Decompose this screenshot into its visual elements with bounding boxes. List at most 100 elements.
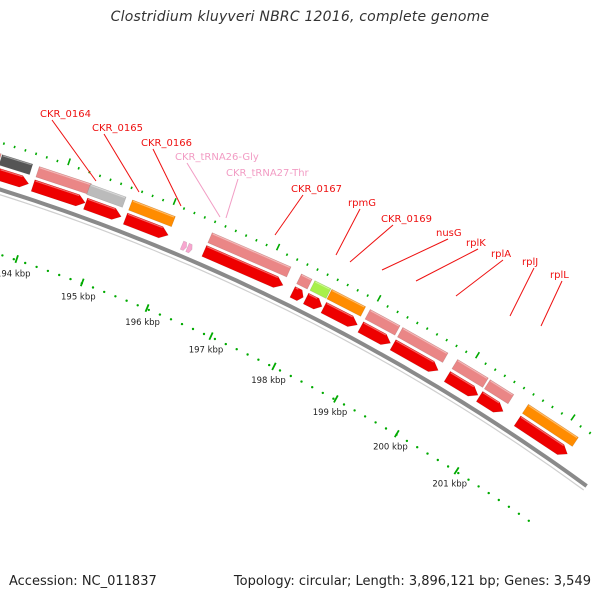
scale-dot (58, 273, 61, 277)
scale-label: 199 kbp (313, 408, 348, 418)
tick-mark (172, 198, 177, 206)
tick-mark (77, 166, 80, 170)
scale-dot (69, 277, 72, 281)
scale-dot (213, 337, 217, 341)
scale-major-tick (144, 304, 150, 313)
scale-dot (235, 348, 238, 351)
scale-dot (114, 295, 117, 298)
tick-mark (366, 294, 369, 298)
gene-block (396, 326, 449, 363)
scale-label: 195 kbp (61, 293, 96, 303)
tick-mark (244, 234, 248, 238)
scale-dot (353, 409, 356, 412)
scale-dot (278, 369, 282, 372)
backbone-shadow (0, 194, 585, 491)
scale-dot (426, 452, 429, 455)
scale-dot (125, 299, 128, 302)
scale-label: 198 kbp (251, 376, 286, 386)
scale-dot (321, 391, 324, 395)
tick-mark (316, 268, 319, 272)
gene-label[interactable]: rplL (550, 270, 569, 281)
scale-dot (487, 491, 490, 495)
cds-arrow (0, 168, 30, 188)
tick-mark (275, 243, 281, 251)
outer-tick-row (2, 142, 592, 435)
accession-text: Accession: NC_011837 (9, 574, 157, 589)
gene-label[interactable]: CKR_0165 (92, 123, 143, 134)
gene-label[interactable]: CKR_0169 (381, 214, 432, 225)
tick-mark (503, 374, 507, 378)
tick-mark (425, 327, 429, 331)
topology-summary: Topology: circular; Length: 3,896,121 bp… (233, 574, 591, 589)
gene-label[interactable]: CKR_tRNA26-Gly (175, 152, 259, 163)
scale-dot (46, 269, 50, 273)
gene-label[interactable]: rplJ (522, 257, 538, 268)
tick-mark (2, 142, 6, 145)
cds-arrow (289, 286, 304, 302)
tick-mark (67, 158, 72, 166)
tick-mark (416, 321, 419, 325)
tick-mark (45, 156, 48, 159)
gene-label[interactable]: rplK (466, 238, 486, 249)
gene-label[interactable]: nusG (436, 228, 462, 239)
tick-mark (532, 392, 535, 396)
tick-mark (346, 283, 349, 287)
trna-mark (179, 240, 188, 251)
scale-dot (289, 374, 292, 378)
gene-block (86, 183, 127, 208)
tick-mark (56, 159, 59, 163)
label-leader-line (455, 259, 504, 297)
scale-major-tick (453, 466, 460, 475)
label-leader-line (274, 194, 304, 236)
gene-label[interactable]: CKR_0167 (291, 184, 342, 195)
scale-dot (497, 498, 500, 502)
tick-mark (560, 411, 564, 415)
scale-dot (169, 318, 173, 321)
label-leader-line (349, 224, 394, 263)
scale-label: 194 kbp (0, 269, 31, 279)
scale-dot (507, 505, 511, 508)
scale-dot (91, 286, 95, 289)
scale-dot (191, 327, 195, 331)
cds-arrow (30, 179, 86, 207)
tick-mark (541, 399, 545, 403)
cds-arrow (83, 197, 122, 220)
scale-dot (384, 427, 388, 430)
tick-mark (464, 350, 468, 354)
label-leader-line (186, 162, 221, 218)
gene-label[interactable]: CKR_0166 (141, 138, 192, 149)
tick-mark (213, 220, 217, 224)
label-leader-line (103, 133, 140, 193)
cds-arrow (513, 415, 568, 455)
scale-dot (257, 358, 260, 361)
scale-major-tick (393, 429, 400, 438)
gene-block (128, 199, 176, 228)
tick-mark (445, 338, 449, 342)
cds-arrow (389, 339, 439, 372)
tick-mark (193, 211, 196, 215)
label-leader-line (415, 248, 479, 282)
scale-label: 201 kbp (432, 479, 467, 489)
gene-label[interactable]: CKR_0164 (40, 109, 91, 120)
trna-mark (185, 242, 193, 254)
gene-label[interactable]: rpmG (348, 198, 376, 209)
cds-arrow (357, 321, 391, 345)
tick-mark (98, 174, 102, 178)
tick-mark (119, 182, 123, 186)
tick-mark (356, 288, 359, 292)
tick-mark (130, 186, 133, 190)
tick-mark (406, 315, 409, 319)
gene-label[interactable]: CKR_tRNA27-Thr (226, 168, 310, 179)
tick-mark (265, 243, 268, 247)
gene-label[interactable]: rplA (491, 249, 511, 260)
scale-label: 200 kbp (373, 443, 408, 453)
scale-label: 197 kbp (189, 346, 224, 356)
scale-major-tick (80, 278, 85, 287)
tick-mark (551, 405, 554, 409)
gene-block (451, 358, 489, 388)
scale-dot (416, 446, 419, 449)
tick-mark (570, 414, 576, 421)
gene-block (364, 308, 401, 336)
scale-dot (147, 308, 150, 312)
